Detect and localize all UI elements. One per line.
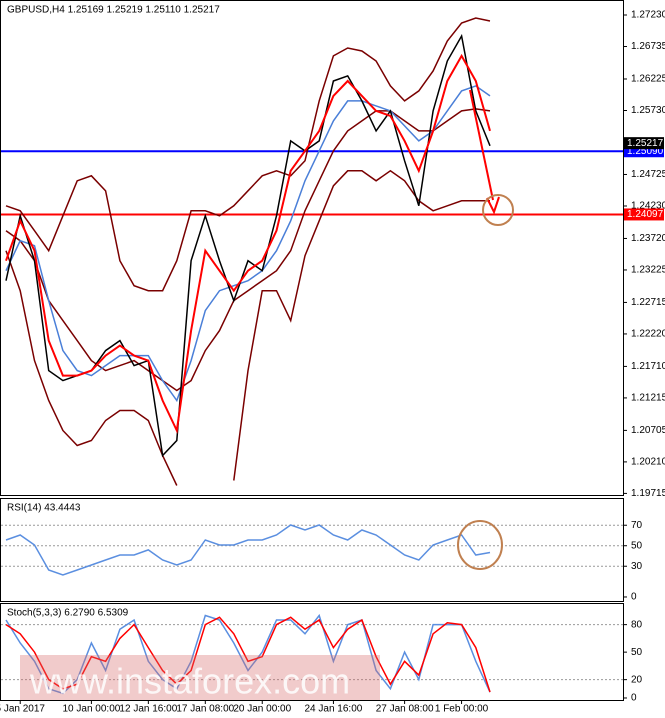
rsi-panel: [0, 498, 624, 602]
series-line: [5, 613, 491, 695]
x-tick-label: 12 Jan 16:00: [119, 704, 177, 715]
series-line: [5, 17, 491, 292]
y-tick-label: 1.19715: [631, 488, 665, 499]
series-line: [5, 616, 491, 693]
y-tick-label: 80: [631, 619, 643, 630]
watermark-box: [20, 655, 380, 700]
last-price-tag: [624, 137, 664, 150]
y-tick-label: 30: [631, 561, 643, 572]
series-line: [5, 169, 490, 486]
y-tick-label: 1.20705: [631, 425, 665, 436]
x-tick-label: 10 Jan 00:00: [62, 704, 120, 715]
y-tick-label: 1.23720: [631, 233, 665, 244]
level-label: 1.25090: [627, 146, 664, 157]
panel-title: GBPUSD,H4 1.25169 1.25219 1.25110 1.2521…: [7, 5, 220, 16]
highlight-circle: [457, 520, 503, 570]
y-tick-label: 1.24725: [631, 169, 665, 180]
y-tick-label: 1.24230: [631, 201, 665, 212]
x-tick-label: 24 Jan 16:00: [305, 704, 363, 715]
panel-title: RSI(14) 43.4443: [7, 503, 81, 514]
y-tick-label: 1.22715: [631, 297, 665, 308]
y-tick-label: 50: [631, 540, 643, 551]
level-tag: [624, 208, 664, 221]
x-tick-label: 17 Jan 08:00: [176, 704, 234, 715]
y-tick-label: 0: [631, 693, 637, 704]
y-tick-label: 0: [631, 592, 637, 603]
plot: GBPUSD,H4 1.25169 1.25219 1.25110 1.2521…: [0, 5, 665, 715]
highlight-circle: [482, 194, 514, 226]
arrow: [469, 89, 494, 201]
x-tick-label: 20 Jan 00:00: [233, 704, 291, 715]
main-panel: [0, 0, 624, 496]
y-tick-label: 1.26225: [631, 74, 665, 85]
y-tick-label: 1.26735: [631, 41, 665, 52]
arrow-head: [486, 196, 500, 215]
last-price-label: 1.25217: [627, 138, 664, 149]
y-tick-label: 1.22220: [631, 329, 665, 340]
level-label: 1.24097: [627, 209, 664, 220]
y-tick-label: 1.27230: [631, 10, 665, 21]
y-tick-label: 20: [631, 674, 643, 685]
y-tick-label: 1.21215: [631, 393, 665, 404]
series-line: [5, 108, 491, 392]
x-tick-label: 1 Feb 00:00: [435, 704, 489, 715]
y-tick-label: 70: [631, 520, 643, 531]
watermark: www.instaforex.com: [29, 661, 350, 702]
y-tick-label: 1.25730: [631, 105, 665, 116]
series-line: [5, 85, 491, 403]
y-tick-label: 50: [631, 647, 643, 658]
y-tick-label: 1.23225: [631, 265, 665, 276]
y-tick-label: 1.21710: [631, 361, 665, 372]
x-tick-label: 27 Jan 08:00: [376, 704, 434, 715]
series-line: [5, 53, 491, 434]
series-line: [5, 524, 491, 576]
y-tick-label: 1.20210: [631, 457, 665, 468]
panel-title: Stoch(5,3,3) 6.2790 6.5309: [7, 608, 129, 619]
x-tick-label: 5 Jan 2017: [0, 704, 45, 715]
